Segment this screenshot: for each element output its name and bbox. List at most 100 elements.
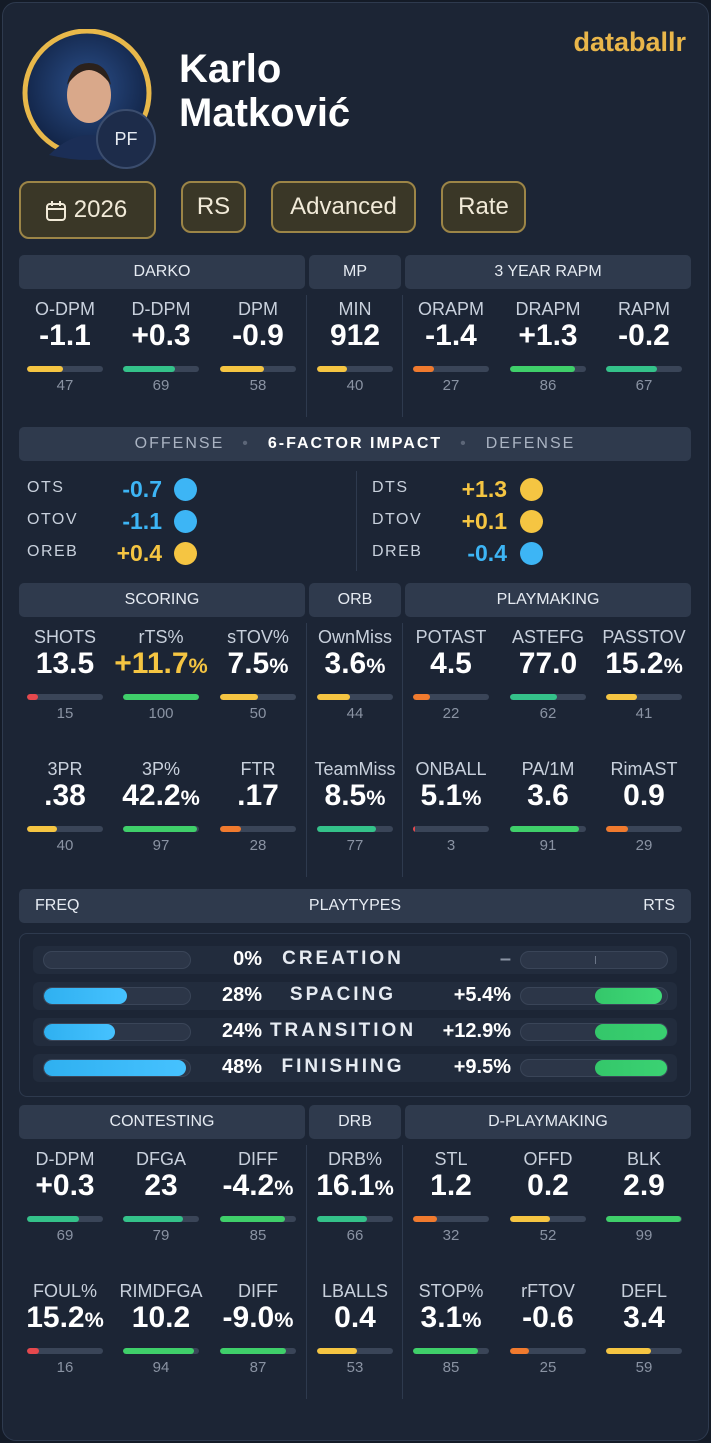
percentile-bar [220,694,258,700]
percentile-label: 16 [56,1359,74,1376]
freq-track [43,987,191,1005]
impact-dot [174,478,197,501]
section-header: PLAYMAKING [405,583,691,617]
percentile-label: 69 [56,1227,74,1244]
percentile-track [510,1216,586,1222]
percentile-bar [27,1348,40,1354]
stat-label: FOUL% [32,1281,97,1301]
stat-label: SHOTS [33,627,96,647]
stat-label: STOP% [418,1281,484,1301]
impact-dot [520,510,543,533]
percentile-bar [413,826,416,832]
percentile-bar [510,1216,550,1222]
filter-button[interactable]: Rate [441,181,526,233]
stat-value: 23 [144,1169,178,1202]
stat-label: RIMDFGA [119,1281,203,1301]
stat-label: DIFF [238,1281,278,1301]
stat-value: -0.6 [522,1301,574,1334]
section-header: 3 YEAR RAPM [405,255,691,289]
stat-label: RimAST [610,759,678,779]
percentile-bar [123,1216,184,1222]
stat-label: sTOV% [227,627,289,647]
percentile-track [317,1348,393,1354]
divider [306,295,307,417]
percentile-track [606,1216,682,1222]
stat-value: 3.1% [420,1301,482,1334]
section-header: ORB [309,583,401,617]
stat-value: 16.1% [316,1169,394,1202]
stat-value: 0.9 [623,779,665,812]
impact-label: DTOV [372,511,423,528]
brand: databallr [573,27,686,57]
stat-value: .17 [237,779,279,812]
playtype-name: SPACING [289,984,397,1005]
stat-label: MIN [338,299,372,319]
percentile-bar [317,1348,358,1354]
stat-value: 4.5 [430,647,472,680]
percentile-track [317,694,393,700]
percentile-track [413,694,489,700]
percentile-track [27,826,103,832]
stat-label: 3PR [47,759,83,779]
stat-label: ASTEFG [511,627,584,647]
playtypes-box [19,933,691,1097]
percentile-track [220,826,296,832]
percentile-track [123,826,199,832]
stat-label: TeamMiss [314,759,396,779]
stat-value: -1.1 [39,319,91,352]
rts-track [520,951,668,969]
percentile-track [220,366,296,372]
stat-value: +0.3 [35,1169,95,1202]
percentile-label: 99 [635,1227,653,1244]
stat-label: DPM [238,299,278,319]
percentile-bar [510,1348,529,1354]
percentile-label: 52 [539,1227,557,1244]
stat-label: D-DPM [131,299,191,319]
percentile-label: 94 [152,1359,170,1376]
freq-track [43,1059,191,1077]
impact-dot [174,542,197,565]
percentile-bar [606,694,638,700]
divider [402,1145,403,1399]
freq-label: 24% [221,1020,262,1042]
stat-label: OFFD [523,1149,573,1169]
percentile-label: 79 [152,1227,170,1244]
section-header: DARKO [19,255,305,289]
percentile-track [413,1216,489,1222]
stat-value: 8.5% [324,779,386,812]
percentile-bar [317,694,351,700]
impact-value: -0.7 [122,476,162,502]
percentile-label: 50 [249,705,267,722]
playtypes-header-label: FREQ [35,897,80,914]
percentile-bar [606,826,629,832]
percentile-track [317,826,393,832]
player-first-name: Karlo [179,47,282,91]
percentile-bar [606,1216,682,1222]
impact-value: +0.1 [461,508,507,534]
stat-value: 2.9 [623,1169,665,1202]
stat-value: -0.2 [618,319,670,352]
stat-value: 0.2 [527,1169,569,1202]
freq-bar [44,988,127,1004]
filter-button[interactable]: 2026 [19,181,156,239]
percentile-track [123,1216,199,1222]
playtypes-header: FREQ PLAYTYPES RTS [19,889,691,923]
percentile-bar [413,694,430,700]
playtypes-header-label: PLAYTYPES [308,897,402,914]
stat-value: 13.5 [35,647,95,680]
percentile-bar [27,1216,80,1222]
filter-button[interactable]: Advanced [271,181,416,233]
percentile-bar [220,1348,287,1354]
rts-track [520,1023,668,1041]
position-badge: PF [96,109,156,169]
percentile-label: 67 [635,377,653,394]
freq-track [43,1023,191,1041]
percentile-track [220,1216,296,1222]
percentile-label: 66 [346,1227,364,1244]
filter-button[interactable]: RS [181,181,246,233]
rts-zero-tick [595,956,596,964]
percentile-bar [510,826,580,832]
percentile-label: 40 [346,377,364,394]
percentile-bar [413,1216,438,1222]
percentile-track [27,1348,103,1354]
